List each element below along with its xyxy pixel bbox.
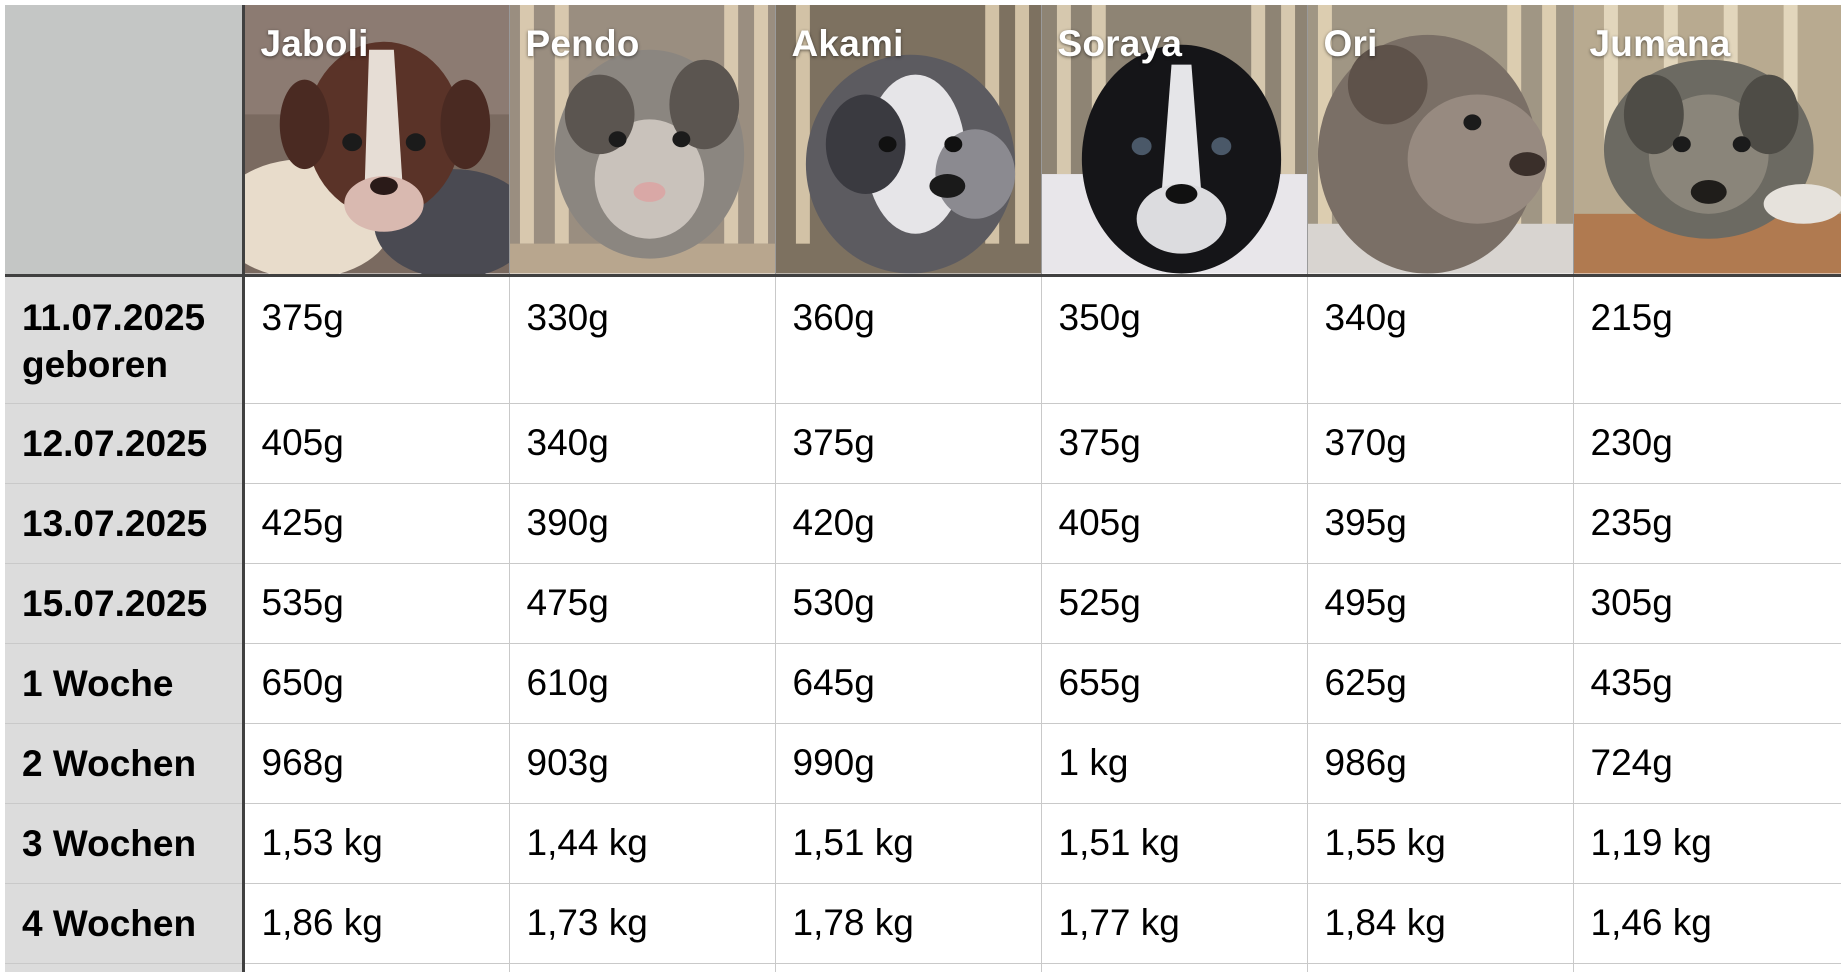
date-cell[interactable]: 3 Wochen (5, 803, 245, 884)
weight-cell[interactable]: 1,73 kg (508, 883, 775, 964)
weight-cell[interactable] (1306, 963, 1573, 972)
weight-cell[interactable]: 395g (1306, 483, 1573, 564)
weight-cell[interactable]: 235g (1572, 483, 1841, 564)
weight-cell[interactable]: 230g (1572, 403, 1841, 484)
weight-cell[interactable]: 1,19 kg (1572, 803, 1841, 884)
weight-cell[interactable]: 610g (508, 643, 775, 724)
weight-cell[interactable]: 350g (1040, 275, 1307, 404)
puppy-photo-ori (1308, 5, 1573, 272)
weight-cell[interactable] (1572, 963, 1841, 972)
table-row: 2 Wochen 968g 903g 990g 1 kg 986g 724g (5, 723, 1841, 804)
puppy-name: Pendo (525, 23, 640, 64)
weight-cell[interactable]: 375g (242, 275, 509, 404)
puppy-name: Soraya (1057, 23, 1183, 64)
weight-cell[interactable]: 625g (1306, 643, 1573, 724)
weight-cell[interactable]: 1,44 kg (508, 803, 775, 884)
weight-cell[interactable]: 340g (508, 403, 775, 484)
date-cell[interactable]: 11.07.2025 geboren (5, 275, 245, 404)
weight-cell[interactable]: 1,84 kg (1306, 883, 1573, 964)
weight-cell[interactable]: 1,55 kg (1306, 803, 1573, 884)
date-cell[interactable]: 13.07.2025 (5, 483, 245, 564)
date-cell[interactable]: 1 Woche (5, 643, 245, 724)
puppy-header-soraya[interactable]: Soraya (1040, 5, 1307, 277)
puppy-header-jaboli[interactable]: Jaboli (242, 5, 509, 277)
weight-cell[interactable]: 1,51 kg (1040, 803, 1307, 884)
weight-cell[interactable]: 425g (242, 483, 509, 564)
weight-cell[interactable]: 405g (242, 403, 509, 484)
weight-cell[interactable]: 420g (774, 483, 1041, 564)
weight-cell[interactable]: 405g (1040, 483, 1307, 564)
weight-cell[interactable] (1040, 963, 1307, 972)
puppy-photo-soraya (1042, 5, 1307, 272)
date-cell[interactable]: 15.07.2025 (5, 563, 245, 644)
puppy-name: Jumana (1589, 23, 1731, 64)
puppy-header-jumana[interactable]: Jumana (1572, 5, 1841, 277)
weight-cell[interactable]: 990g (774, 723, 1041, 804)
corner-cell[interactable] (5, 5, 245, 277)
weight-cell[interactable]: 1,78 kg (774, 883, 1041, 964)
date-cell[interactable]: 2 Wochen (5, 723, 245, 804)
table-row: 11.07.2025 geboren 375g 330g 360g 350g 34… (5, 275, 1841, 404)
weight-cell[interactable]: 375g (1040, 403, 1307, 484)
weight-cell[interactable]: 525g (1040, 563, 1307, 644)
weight-cell[interactable]: 1,53 kg (242, 803, 509, 884)
table-row: 1 Woche 650g 610g 645g 655g 625g 435g (5, 643, 1841, 724)
weight-cell[interactable]: 475g (508, 563, 775, 644)
date-cell[interactable]: 4 Wochen (5, 883, 245, 964)
table-row: 4 Wochen 1,86 kg 1,73 kg 1,78 kg 1,77 kg… (5, 883, 1841, 964)
weight-cell[interactable]: 360g (774, 275, 1041, 404)
weight-cell[interactable]: 903g (508, 723, 775, 804)
puppy-header-ori[interactable]: Ori (1306, 5, 1573, 277)
weight-cell[interactable]: 495g (1306, 563, 1573, 644)
weight-cell[interactable]: 724g (1572, 723, 1841, 804)
weight-cell[interactable]: 305g (1572, 563, 1841, 644)
weight-cell[interactable]: 968g (242, 723, 509, 804)
weight-cell[interactable]: 215g (1572, 275, 1841, 404)
weight-cell[interactable]: 530g (774, 563, 1041, 644)
weight-cell[interactable]: 1,77 kg (1040, 883, 1307, 964)
weight-cell[interactable] (774, 963, 1041, 972)
date-cell[interactable] (5, 963, 245, 972)
puppy-name: Ori (1323, 23, 1378, 64)
table-row-partial (5, 963, 1841, 972)
weight-cell[interactable]: 1,46 kg (1572, 883, 1841, 964)
table-row: 13.07.2025 425g 390g 420g 405g 395g 235g (5, 483, 1841, 564)
weight-cell[interactable] (508, 963, 775, 972)
weight-cell[interactable]: 645g (774, 643, 1041, 724)
weight-cell[interactable]: 370g (1306, 403, 1573, 484)
puppy-name: Jaboli (260, 23, 369, 64)
date-cell[interactable]: 12.07.2025 (5, 403, 245, 484)
weight-cell[interactable]: 375g (774, 403, 1041, 484)
puppy-photo-jaboli (244, 5, 509, 272)
weight-cell[interactable]: 1 kg (1040, 723, 1307, 804)
weight-cell[interactable]: 330g (508, 275, 775, 404)
weight-cell[interactable] (242, 963, 509, 972)
puppy-photo-jumana (1574, 5, 1841, 272)
header-row: Jaboli (5, 5, 1841, 277)
weight-cell[interactable]: 390g (508, 483, 775, 564)
table-row: 15.07.2025 535g 475g 530g 525g 495g 305g (5, 563, 1841, 644)
weight-cell[interactable]: 1,86 kg (242, 883, 509, 964)
weight-cell[interactable]: 435g (1572, 643, 1841, 724)
weight-cell[interactable]: 650g (242, 643, 509, 724)
puppy-name: Akami (791, 23, 904, 64)
puppy-weight-table: Jaboli (5, 5, 1841, 972)
table-row: 3 Wochen 1,53 kg 1,44 kg 1,51 kg 1,51 kg… (5, 803, 1841, 884)
date-sublabel: geboren (22, 343, 168, 385)
puppy-photo-akami (776, 5, 1041, 272)
weight-spreadsheet: Jaboli (5, 5, 1841, 972)
weight-cell[interactable]: 655g (1040, 643, 1307, 724)
table-row: 12.07.2025 405g 340g 375g 375g 370g 230g (5, 403, 1841, 484)
weight-cell[interactable]: 535g (242, 563, 509, 644)
puppy-header-pendo[interactable]: Pendo (508, 5, 775, 277)
puppy-header-akami[interactable]: Akami (774, 5, 1041, 277)
date-label: 11.07.2025 (22, 296, 206, 338)
weight-cell[interactable]: 340g (1306, 275, 1573, 404)
weight-cell[interactable]: 986g (1306, 723, 1573, 804)
weight-cell[interactable]: 1,51 kg (774, 803, 1041, 884)
puppy-photo-pendo (510, 5, 775, 272)
